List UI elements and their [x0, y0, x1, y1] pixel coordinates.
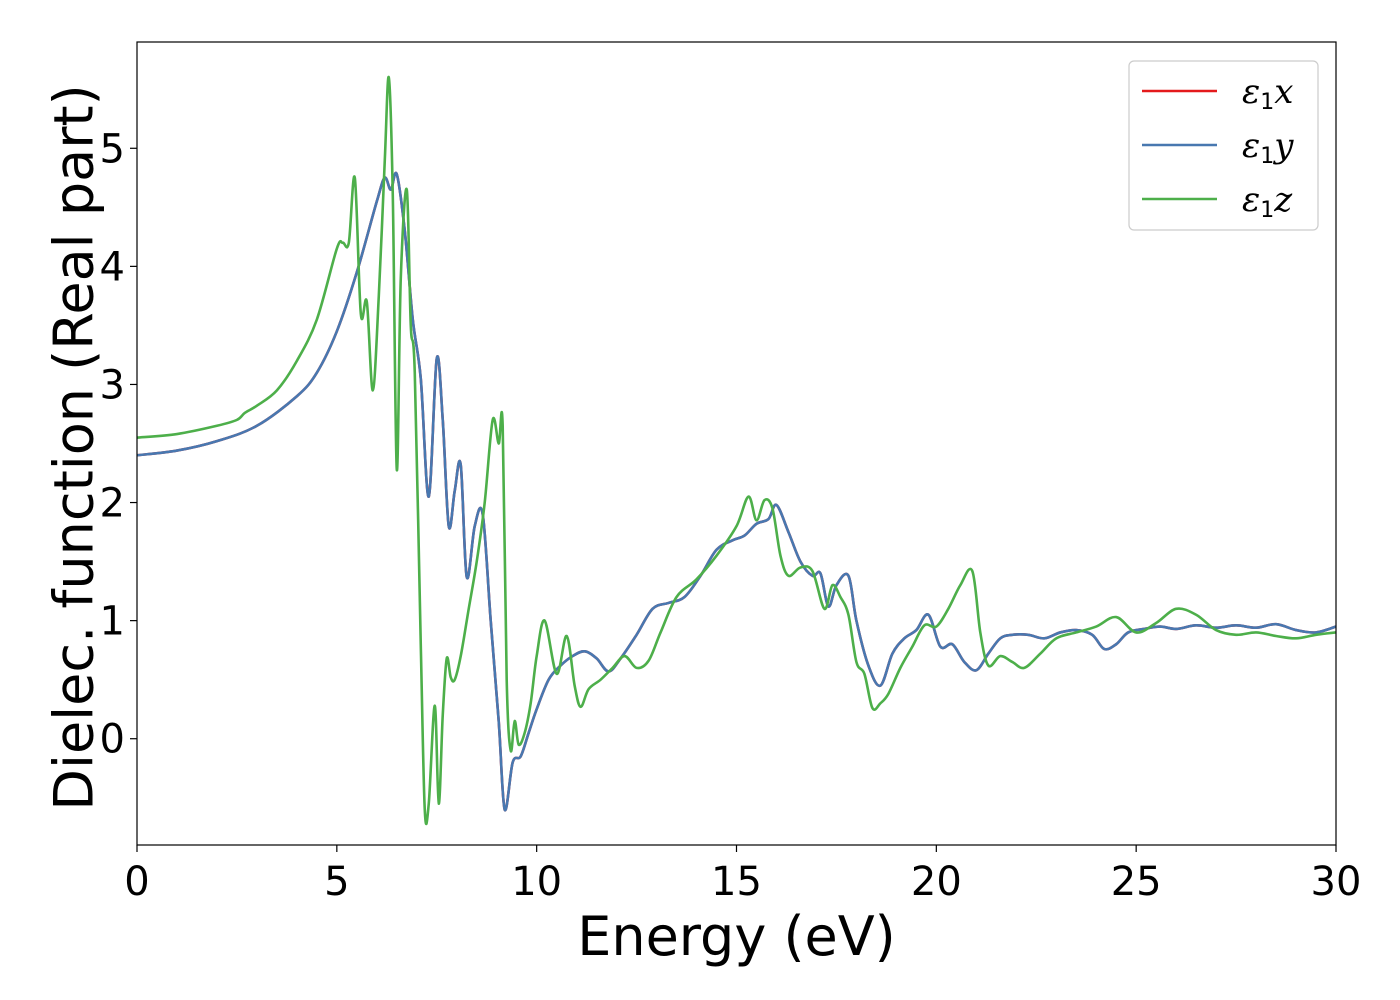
x-tick-label: 25: [1111, 859, 1162, 905]
y-tick-label: 0: [100, 717, 125, 763]
x-tick-label: 10: [511, 859, 562, 905]
y-tick-label: 3: [100, 362, 125, 408]
y-tick-label: 1: [100, 599, 125, 645]
x-tick-label: 20: [911, 859, 962, 905]
legend-box: [1128, 60, 1319, 231]
x-tick-label: 15: [711, 859, 762, 905]
y-tick-label: 2: [100, 481, 125, 527]
series-line-2: [137, 171, 1336, 812]
legend-label: ε1z: [1242, 180, 1293, 223]
y-tick-label: 4: [100, 244, 125, 290]
y-axis-label: Dielec. function (Real part): [43, 84, 106, 810]
y-tick-label: 5: [100, 126, 125, 172]
axis-ticks: 0 5 10 15 20 25 30 0 1 2 3 4 5: [100, 126, 1362, 905]
x-tick-label: 30: [1311, 859, 1362, 905]
legend-label: ε1x: [1242, 72, 1293, 115]
series-line-3: [137, 76, 1336, 826]
series-line-1: [137, 171, 1336, 812]
series-layer: [137, 76, 1336, 826]
x-tick-label: 0: [124, 859, 149, 905]
x-axis-label: Energy (eV): [577, 905, 896, 968]
x-tick-label: 5: [324, 859, 349, 905]
